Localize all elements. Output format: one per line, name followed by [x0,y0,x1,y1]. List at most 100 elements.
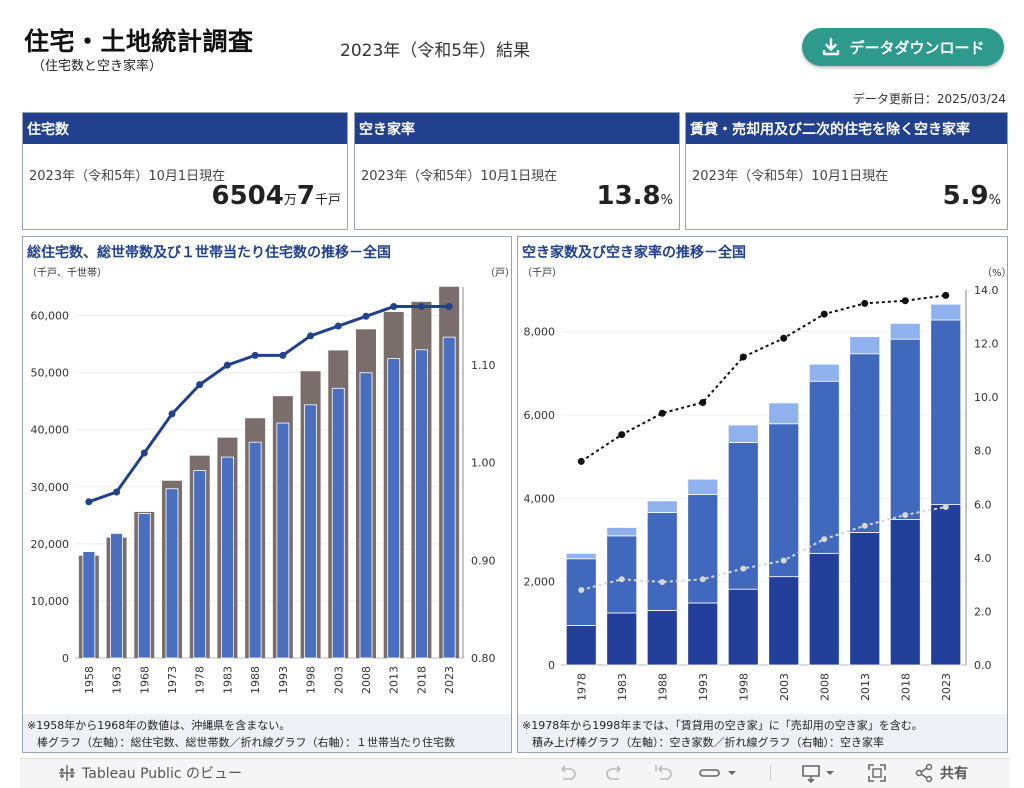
stacked-bar-segment [687,478,719,495]
line-vacancy-rate-excluding [580,505,946,591]
line-point [942,291,950,299]
download-menu-icon[interactable] [800,762,840,784]
y2-axis-unit: （%） [982,268,1012,279]
kpi-unit: % [660,193,673,208]
tableau-logo-icon [59,765,75,781]
revert-icon[interactable] [652,762,674,784]
tableau-public-link[interactable]: Tableau Public のビュー [58,763,242,783]
note-line: 棒グラフ（左軸）：総住宅数、総世帯数／折れ線グラフ（右軸）：１世帯当たり住宅数 [37,736,455,749]
y-axis-unit: （千戸、千世帯） [27,268,107,279]
x-tick-label: 1973 [166,666,179,694]
year-heading: 2023年（令和5年）結果 [340,41,531,61]
x-tick-label: 1998 [737,673,750,701]
y2-tick-label: 0.80 [471,652,496,665]
x-tick-label: 1978 [575,673,588,701]
x-tick-label: 2003 [778,673,791,701]
kpi-unit: % [988,193,1001,208]
line-point [445,303,453,311]
y-tick-label: 20,000 [31,538,70,551]
line-houses-per-household [88,305,450,504]
x-tick-label: 2013 [859,673,872,701]
line-point [140,449,148,457]
y2-tick-label: 6.0 [974,498,992,511]
x-tick-label: 1993 [277,666,290,694]
stacked-bar-segment [889,338,921,520]
stacked-bar-segment [606,535,638,614]
kpi-title: 住宅数 [23,113,347,144]
y2-tick-label: 10.0 [974,391,999,404]
share-button[interactable]: 共有 [914,763,968,783]
y-tick-label: 2,000 [524,576,556,589]
bar-total-households [221,456,234,659]
line-point [362,312,370,320]
stacked-bar-segment [565,625,597,666]
line-point [699,576,706,583]
line-point [740,565,747,572]
line-point [113,488,121,496]
y2-tick-label: 14.0 [974,284,999,297]
share-icon [915,763,933,783]
kpi-card-vacancy-rate: 空き家率 2023年（令和5年）10月1日現在 13.8% [354,112,680,230]
x-tick-label: 2008 [360,666,373,694]
bar-total-households [331,387,345,659]
x-tick-label: 1958 [83,666,96,694]
line-point [618,431,626,439]
stacked-bar-segment [849,353,881,533]
line-point [820,310,828,318]
bar-total-households [165,488,179,659]
download-button[interactable]: データダウンロード [802,28,1004,66]
line-point [901,297,909,305]
stacked-bar-segment [889,322,921,340]
line-point [251,351,259,359]
line-point [658,409,666,417]
fullscreen-icon[interactable] [866,762,888,784]
y-tick-label: 40,000 [31,424,70,437]
stacked-bar-segment [606,612,638,666]
stacked-bar-segment [849,532,881,666]
download-icon [823,37,840,56]
stacked-bar-segment [646,610,678,666]
housing-chart: 0 10,000 20,000 30,000 40,000 50,000 60,000 0.8… [31,286,496,694]
kpi-card-housing: 住宅数 2023年（令和5年）10月1日現在 6504万7千戸 [22,112,348,230]
chart-notes: ※1978年から1998年までは、「賃貸用の空き家」に「売却用の空き家」を含む。… [518,714,1007,752]
share-label: 共有 [940,766,968,782]
y-tick-label: 6,000 [524,409,556,422]
kpi-title: 空き家率 [355,113,679,144]
stacked-bar-segment [727,588,759,666]
redo-icon[interactable] [604,762,626,784]
chart-title: 総住宅数、総世帯数及び１世帯当たり住宅数の推移－全国 [27,245,391,261]
kpi-value: 13.8% [596,181,673,211]
undo-icon[interactable] [556,762,578,784]
x-tick-label: 1993 [697,673,710,701]
page-title: 住宅・土地統計調査 [24,27,254,56]
line-point [307,332,315,340]
bar-total-households [442,336,456,659]
page-subtitle: （住宅数と空き家率） [32,59,163,74]
y-tick-label: 10,000 [31,595,70,608]
line-point [780,557,787,564]
bar-total-households [137,513,151,659]
bar-total-households [415,349,428,659]
update-date: データ更新日：2025/03/24 [852,92,1006,106]
x-tick-label: 1968 [138,666,151,694]
stacked-bar-segment [930,504,962,666]
line-point [618,576,625,583]
kpi-unit-2: 千戸 [314,193,341,208]
line-point [168,410,176,418]
kpi-value-sub: 7 [296,181,315,211]
bar-total-households [387,358,401,659]
stacked-bar-segment [606,527,638,537]
stacked-bar-segment [808,552,840,666]
stacked-bar-segment [727,442,759,590]
stacked-bar-segment [849,336,881,355]
kpi-date: 2023年（令和5年）10月1日現在 [361,169,558,184]
tableau-public-label: Tableau Public のビュー [82,766,242,782]
y2-tick-label: 0.0 [974,659,992,672]
bar-total-households [193,470,207,659]
y-tick-label: 0 [548,659,555,672]
note-line: ※1978年から1998年までは、「賃貸用の空き家」に「売却用の空き家」を含む。 [522,719,923,732]
refresh-icon[interactable] [698,762,738,784]
x-tick-label: 1988 [656,673,669,701]
stacked-bar-segment [808,363,840,382]
stacked-bar-segment [646,512,678,611]
